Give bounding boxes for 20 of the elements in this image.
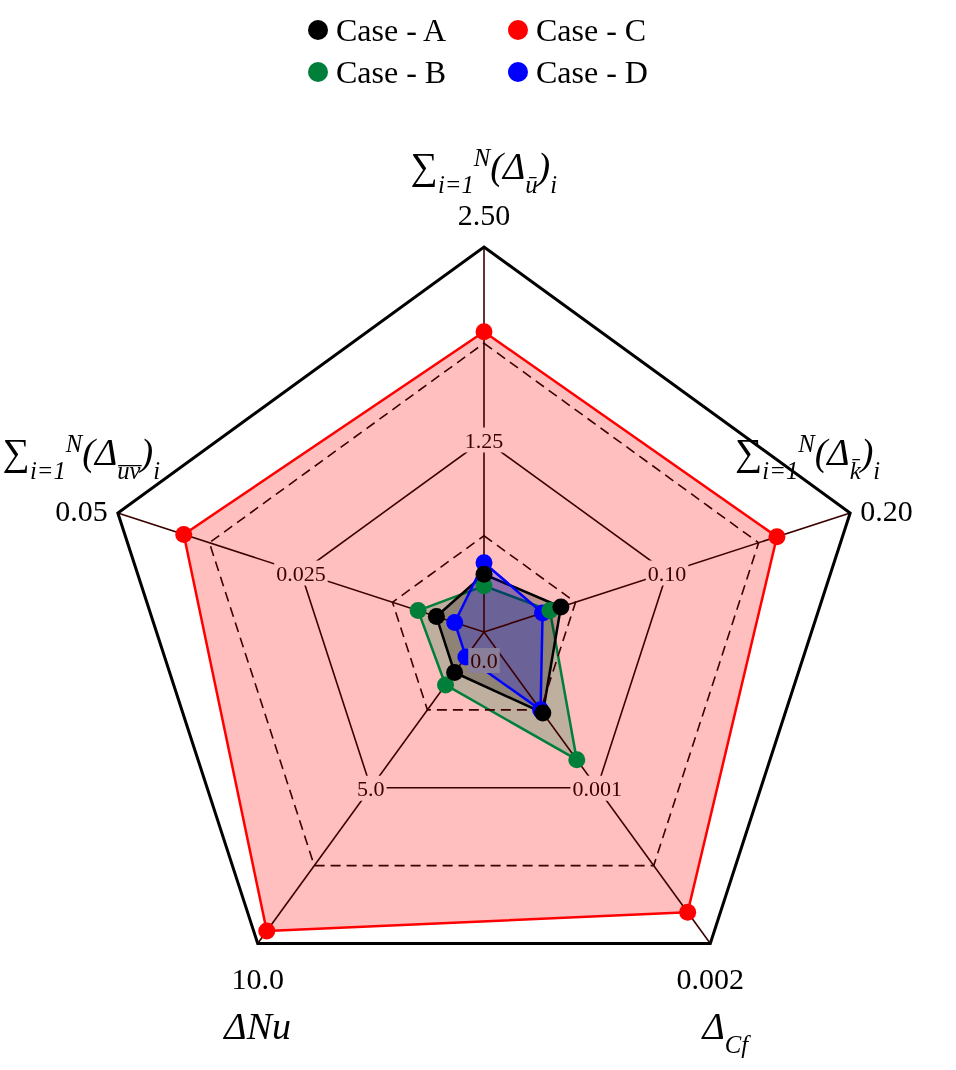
text: 0.0 [470,648,498,673]
text: 0.10 [647,560,687,586]
spoke-label: Δ$_{Cf}$ [700,1005,752,1058]
text: 0.025 [276,560,326,586]
text: 0.001 [572,775,622,801]
text: 1.25 [464,427,504,453]
text: 5.0 [357,775,385,801]
spoke-label: ΔNu [222,1005,292,1048]
text: 0.20 [860,494,913,528]
text: 10.0 [231,962,284,996]
spoke-label: ∑$_{i=1}$$^{N}$(Δ$_{u̅v̅}$)$_{i}$ [2,429,161,484]
legend-label: Case - B [336,54,447,90]
legend-label: Case - C [536,12,647,48]
legend-label: Case - A [336,12,447,48]
legend-label: Case - D [536,54,648,90]
spoke-label: ∑$_{i=1}$$^{N}$(Δ$_{ū}$)$_{i}$ [410,143,558,198]
text: 2.50 [457,198,511,231]
text: 0.002 [676,962,745,996]
spoke-label: ∑$_{i=1}$$^{N}$(Δ$_{k̄}$)$_{i}$ [735,429,881,484]
text: 0.05 [55,494,108,528]
